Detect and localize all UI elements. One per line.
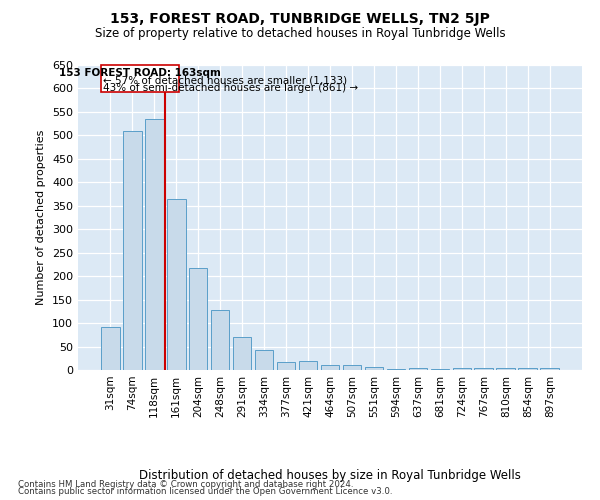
Bar bbox=[365, 366, 383, 370]
Text: Distribution of detached houses by size in Royal Tunbridge Wells: Distribution of detached houses by size … bbox=[139, 470, 521, 482]
Text: Size of property relative to detached houses in Royal Tunbridge Wells: Size of property relative to detached ho… bbox=[95, 28, 505, 40]
Text: Contains HM Land Registry data © Crown copyright and database right 2024.: Contains HM Land Registry data © Crown c… bbox=[18, 480, 353, 489]
Bar bbox=[211, 310, 229, 370]
Text: 43% of semi-detached houses are larger (861) →: 43% of semi-detached houses are larger (… bbox=[103, 83, 358, 93]
Bar bbox=[167, 198, 185, 370]
Bar bbox=[541, 368, 559, 370]
Bar bbox=[409, 368, 427, 370]
Bar bbox=[386, 368, 405, 370]
Bar bbox=[189, 268, 208, 370]
Bar bbox=[299, 361, 317, 370]
Bar bbox=[431, 369, 449, 370]
Bar bbox=[452, 368, 471, 370]
Bar bbox=[233, 337, 251, 370]
Bar bbox=[101, 327, 119, 370]
Bar bbox=[343, 366, 361, 370]
Bar bbox=[101, 65, 179, 92]
Text: 153 FOREST ROAD: 163sqm: 153 FOREST ROAD: 163sqm bbox=[59, 68, 221, 78]
Bar bbox=[320, 365, 340, 370]
Text: 153, FOREST ROAD, TUNBRIDGE WELLS, TN2 5JP: 153, FOREST ROAD, TUNBRIDGE WELLS, TN2 5… bbox=[110, 12, 490, 26]
Text: Contains public sector information licensed under the Open Government Licence v3: Contains public sector information licen… bbox=[18, 487, 392, 496]
Bar bbox=[255, 350, 274, 370]
Bar bbox=[277, 362, 295, 370]
Y-axis label: Number of detached properties: Number of detached properties bbox=[37, 130, 46, 305]
Bar bbox=[518, 368, 537, 370]
Bar bbox=[123, 130, 142, 370]
Bar bbox=[145, 119, 164, 370]
Bar bbox=[475, 368, 493, 370]
Text: ← 57% of detached houses are smaller (1,133): ← 57% of detached houses are smaller (1,… bbox=[103, 76, 347, 86]
Bar bbox=[496, 368, 515, 370]
